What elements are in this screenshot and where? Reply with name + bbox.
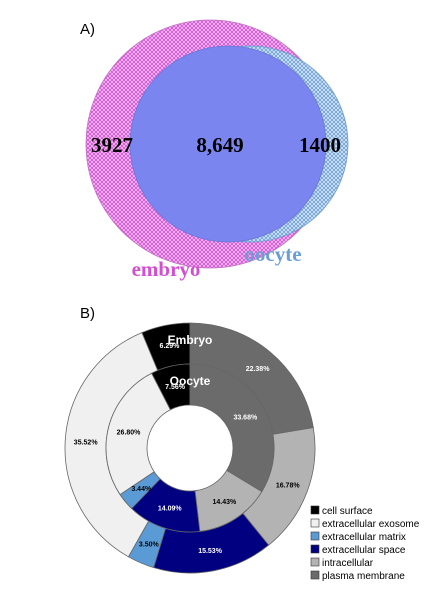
embryo-only-count: 3927 <box>91 133 133 157</box>
outer-slice-label-3: 15.53% <box>198 548 223 555</box>
legend-swatch-0 <box>310 505 320 515</box>
panel-label-b: B) <box>80 305 95 322</box>
inner-slice-label-0: 7.56% <box>165 384 186 391</box>
outer-slice-label-5: 22.38% <box>246 366 271 373</box>
inner-slice-5 <box>189 363 275 493</box>
outer-slice-label-1: 35.52% <box>74 439 99 446</box>
donut-labels: 6.29% 35.52% 3.50% 15.53% 16.78% 22.38% 7.56% 2… <box>74 343 301 555</box>
panel-label-a: A) <box>80 21 95 38</box>
inner-slice-label-2: 3.44% <box>131 486 152 493</box>
legend-swatch-3 <box>310 544 320 554</box>
oocyte-only-count: 1400 <box>299 133 341 157</box>
inner-slice-label-3: 14.09% <box>158 506 183 513</box>
legend-label-3: extracellular space <box>322 545 406 556</box>
intersection-region <box>129 45 327 243</box>
outer-ring-title: Embryo <box>168 333 213 347</box>
legend-swatch-2 <box>310 531 320 541</box>
legend-swatch-4 <box>310 557 320 567</box>
oocyte-label: oocyte <box>244 242 301 266</box>
inner-ring-title: Oocyte <box>170 374 211 388</box>
embryo-label: embryo <box>132 257 201 281</box>
legend: cell surface extracellular exosome extrace… <box>310 505 420 582</box>
legend-label-2: extracellular matrix <box>322 532 406 543</box>
legend-label-5: plasma membrane <box>322 571 405 582</box>
donut-chart: B) 6.29% 35.52% 3.50% 15.53% 16.78% 22.38% 7.5… <box>64 305 420 582</box>
legend-swatch-1 <box>310 518 320 528</box>
legend-label-0: cell surface <box>322 506 373 517</box>
inner-slice-label-4: 14.43% <box>213 499 238 506</box>
venn-diagram: A) 3927 8,649 1400 embryo oocyte <box>80 19 349 281</box>
outer-slice-label-2: 3.50% <box>139 542 160 549</box>
outer-slice-label-4: 16.78% <box>276 483 301 490</box>
inner-slice-label-1: 26.80% <box>117 430 142 437</box>
outer-slice-label-0: 6.29% <box>160 343 181 350</box>
donut-slices <box>64 322 316 574</box>
inner-slice-label-5: 33.68% <box>233 414 258 421</box>
intersection-count: 8,649 <box>196 133 243 157</box>
legend-swatch-5 <box>310 570 320 580</box>
legend-label-4: intracellular <box>322 558 374 569</box>
inner-slice-1 <box>105 372 171 496</box>
legend-label-1: extracellular exosome <box>322 519 420 530</box>
